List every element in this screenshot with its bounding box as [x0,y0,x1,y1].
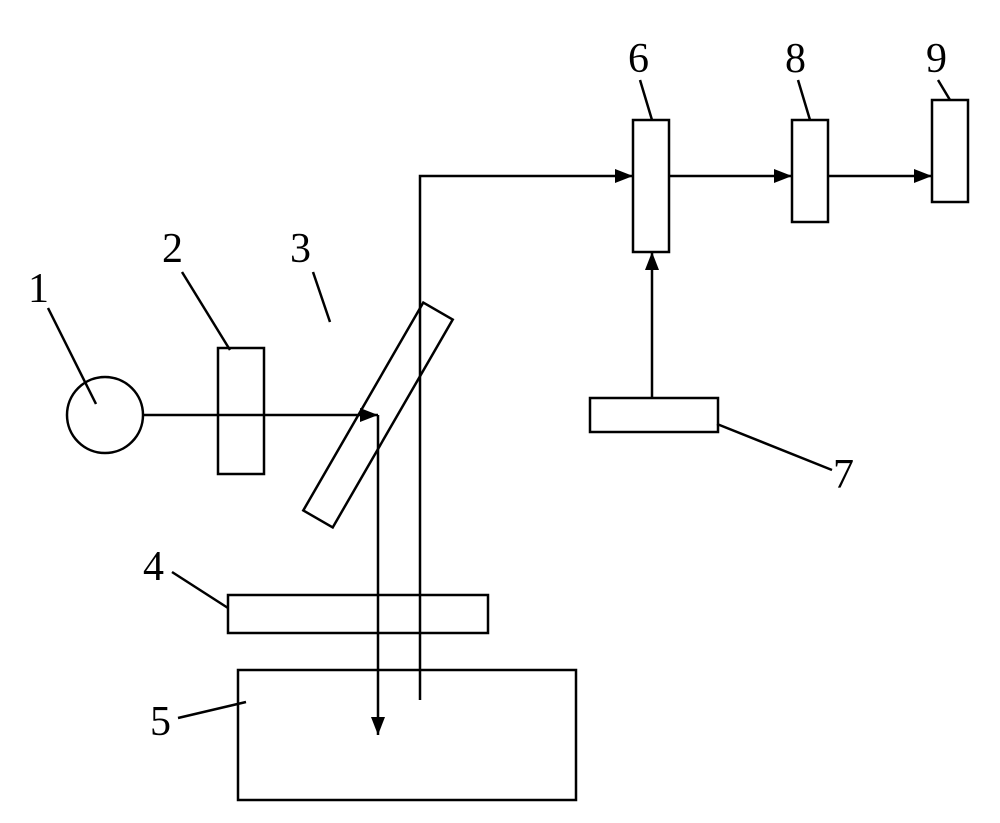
label-3: 3 [290,226,311,272]
n2 [218,348,264,474]
leader-line [798,80,810,120]
leader-line [640,80,652,120]
label-4: 4 [143,544,164,590]
label-2: 2 [162,226,183,272]
n9 [932,100,968,202]
label-1: 1 [28,266,49,312]
leader-line [182,272,230,350]
flow-arrow [420,176,633,700]
n6 [633,120,669,252]
label-6: 6 [628,36,649,82]
leader-line [48,308,96,404]
leader-line [178,702,246,718]
label-8: 8 [785,36,806,82]
n8 [792,120,828,222]
leader-line [938,80,950,100]
leader-line [172,572,228,608]
n7 [590,398,718,432]
label-9: 9 [926,36,947,82]
label-7: 7 [833,452,854,498]
n5 [238,670,576,800]
label-5: 5 [150,699,171,745]
leader-line [717,424,832,470]
leader-line [313,272,330,322]
n4 [228,595,488,633]
n1 [67,377,143,453]
